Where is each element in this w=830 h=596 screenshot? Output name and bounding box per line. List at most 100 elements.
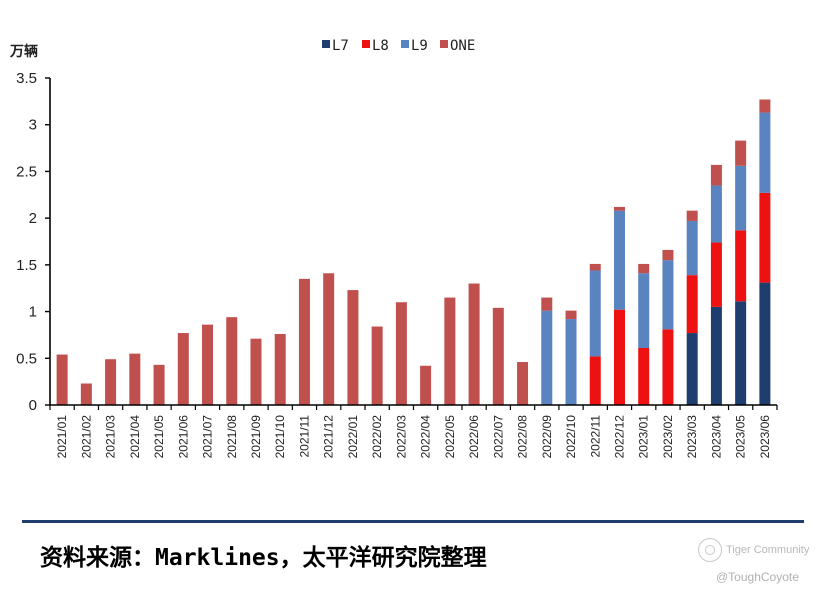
x-tick-label: 2021/07 bbox=[201, 415, 215, 459]
x-tick-label: 2021/12 bbox=[322, 415, 336, 459]
y-tick-label: 0 bbox=[29, 397, 37, 414]
bar-one-2022-10 bbox=[565, 310, 577, 320]
bar-one-2021-08 bbox=[226, 317, 238, 405]
x-tick-label: 2022/07 bbox=[491, 415, 505, 459]
bar-l8-2023-01 bbox=[638, 348, 650, 405]
bar-one-2023-01 bbox=[638, 263, 650, 274]
bar-l9-2023-02 bbox=[662, 260, 674, 330]
bar-one-2021-05 bbox=[153, 364, 165, 405]
divider bbox=[22, 520, 804, 523]
x-tick-label: 2023/06 bbox=[758, 415, 772, 459]
legend-swatch-l9 bbox=[401, 40, 409, 48]
y-tick-label: 2.5 bbox=[16, 163, 37, 180]
bar-one-2022-01 bbox=[347, 290, 359, 405]
bar-l9-2023-05 bbox=[735, 165, 747, 231]
bar-one-2022-07 bbox=[492, 307, 504, 405]
bar-l7-2023-03 bbox=[686, 333, 698, 405]
bar-one-2022-11 bbox=[589, 263, 601, 271]
legend-label-one: ONE bbox=[450, 38, 475, 54]
legend-swatch-l7 bbox=[322, 40, 330, 48]
y-axis-ticks: 0 0.5 1 1.5 2 2.5 3 3.5 bbox=[16, 70, 50, 414]
x-tick-label: 2021/08 bbox=[225, 415, 239, 459]
bar-one-2023-06 bbox=[759, 99, 771, 113]
legend-label-l8: L8 bbox=[372, 38, 389, 54]
bar-one-2022-06 bbox=[468, 283, 480, 405]
x-tick-label: 2022/03 bbox=[394, 415, 408, 459]
legend-swatch-one bbox=[440, 40, 448, 48]
bars bbox=[56, 99, 771, 405]
tiger-community-icon bbox=[698, 538, 722, 562]
bar-one-2023-04 bbox=[710, 164, 722, 186]
y-tick-label: 1.5 bbox=[16, 257, 37, 274]
bar-l9-2022-09 bbox=[541, 310, 553, 405]
bar-one-2022-12 bbox=[613, 206, 625, 211]
y-tick-label: 3 bbox=[29, 117, 37, 134]
bar-l8-2022-11 bbox=[589, 356, 601, 405]
x-tick-label: 2021/11 bbox=[297, 415, 311, 458]
legend-label-l7: L7 bbox=[332, 38, 349, 54]
x-tick-label: 2022/11 bbox=[588, 415, 602, 458]
bar-one-2021-01 bbox=[56, 354, 68, 405]
y-tick-label: 0.5 bbox=[16, 350, 37, 367]
bar-one-2022-08 bbox=[517, 362, 529, 405]
stacked-bar-chart: 万辆 L7 L8 L9 ONE 00.511.522.533.5 2021/01 202… bbox=[9, 38, 778, 459]
bar-one-2022-05 bbox=[444, 297, 456, 405]
source-note: 资料来源：Marklines，太平洋研究院整理 bbox=[40, 545, 487, 571]
bar-one-2021-09 bbox=[250, 338, 262, 405]
x-tick-label: 2021/04 bbox=[128, 415, 142, 459]
bar-one-2021-06 bbox=[177, 333, 189, 405]
bar-l9-2023-06 bbox=[759, 112, 771, 193]
bar-one-2021-07 bbox=[202, 324, 214, 405]
bar-l7-2023-04 bbox=[710, 306, 722, 405]
x-tick-label: 2023/04 bbox=[709, 415, 723, 459]
x-tick-label: 2022/05 bbox=[443, 415, 457, 459]
bar-l9-2022-10 bbox=[565, 319, 577, 405]
x-tick-label: 2021/01 bbox=[55, 415, 69, 459]
bar-one-2023-03 bbox=[686, 210, 698, 221]
bar-one-2022-02 bbox=[371, 326, 383, 405]
bar-one-2022-09 bbox=[541, 297, 553, 311]
bar-l9-2023-04 bbox=[710, 185, 722, 243]
bar-one-2021-10 bbox=[274, 333, 286, 405]
x-tick-label: 2021/10 bbox=[273, 415, 287, 459]
bar-one-2021-02 bbox=[80, 383, 92, 405]
x-tick-label: 2021/06 bbox=[176, 415, 190, 459]
x-tick-label: 2023/01 bbox=[637, 415, 651, 459]
x-tick-label: 2022/08 bbox=[516, 415, 530, 459]
x-tick-label: 2021/02 bbox=[79, 415, 93, 459]
y-tick-label: 3.5 bbox=[16, 70, 37, 87]
bar-l8-2023-06 bbox=[759, 192, 771, 283]
y-axis-unit: 万辆 bbox=[9, 43, 38, 60]
bar-l8-2023-03 bbox=[686, 275, 698, 334]
watermark-text: Tiger Community bbox=[726, 544, 810, 556]
bar-one-2021-12 bbox=[323, 273, 335, 405]
bar-l8-2023-05 bbox=[735, 230, 747, 302]
bar-l8-2023-02 bbox=[662, 329, 674, 405]
x-tick-label: 2021/09 bbox=[249, 415, 263, 459]
legend: L7 L8 L9 ONE bbox=[322, 38, 475, 54]
x-tick-label: 2022/10 bbox=[564, 415, 578, 459]
x-tick-label: 2022/04 bbox=[419, 415, 433, 459]
watermark-handle: @ToughCoyote bbox=[716, 570, 799, 584]
x-tick-label: 2023/02 bbox=[661, 415, 675, 459]
bar-one-2021-11 bbox=[298, 278, 310, 405]
bar-l9-2022-12 bbox=[613, 210, 625, 310]
bar-l7-2023-05 bbox=[735, 301, 747, 405]
x-tick-label: 2022/06 bbox=[467, 415, 481, 459]
bar-one-2023-05 bbox=[735, 140, 747, 166]
bar-l8-2022-12 bbox=[613, 309, 625, 405]
x-tick-label: 2022/01 bbox=[346, 415, 360, 459]
x-tick-label: 2021/05 bbox=[152, 415, 166, 459]
x-tick-label: 2021/03 bbox=[104, 415, 118, 459]
bar-l7-2023-06 bbox=[759, 282, 771, 405]
legend-label-l9: L9 bbox=[411, 38, 428, 54]
legend-swatch-l8 bbox=[362, 40, 370, 48]
bar-l9-2022-11 bbox=[589, 270, 601, 357]
bar-l9-2023-03 bbox=[686, 220, 698, 276]
bar-one-2022-04 bbox=[420, 365, 432, 405]
bar-one-2021-04 bbox=[129, 353, 141, 405]
x-tick-label: 2023/05 bbox=[734, 415, 748, 459]
y-tick-label: 1 bbox=[29, 304, 37, 321]
x-tick-label: 2023/03 bbox=[685, 415, 699, 459]
bar-one-2023-02 bbox=[662, 249, 674, 261]
